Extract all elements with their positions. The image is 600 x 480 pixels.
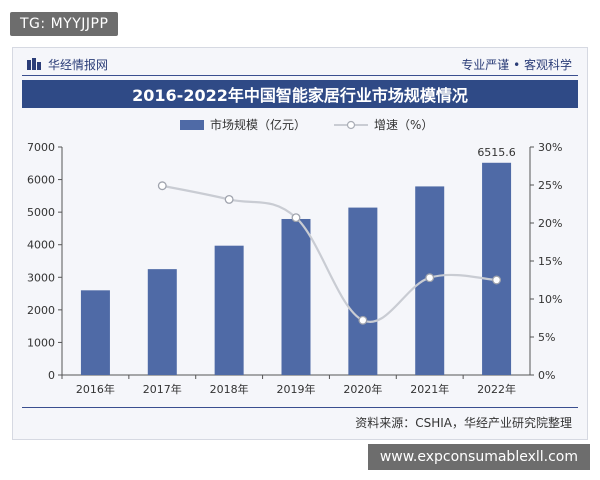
growth-point [224,194,234,204]
bar [147,269,177,375]
slogan: 专业严谨 • 客观科学 [461,58,572,72]
y-left-tick-label: 7000 [27,141,55,154]
source-note: 资料来源：CSHIA，华经产业研究院整理 [355,416,572,430]
y-left-tick-label: 2000 [27,304,55,317]
x-tick-label: 2018年 [210,382,249,396]
y-right-tick-label: 15% [538,255,562,268]
source-divider [22,407,578,408]
y-left-tick-label: 6000 [27,174,55,187]
legend-item-bar: 市场规模（亿元） [180,116,306,133]
y-left-tick-label: 5000 [27,206,55,219]
growth-line [162,184,497,323]
legend-bar-swatch-icon [180,119,204,130]
y-left-tick-label: 4000 [27,239,55,252]
y-left-tick-label: 3000 [27,271,55,284]
y-left-tick-label: 0 [48,369,55,382]
bar [80,290,110,375]
top-watermark-tag: TG: MYYJJPP [10,12,119,36]
y-right-tick-label: 10% [538,293,562,306]
brand-name: 华经情报网 [48,58,109,72]
x-tick-label: 2020年 [343,382,382,396]
x-tick-label: 2022年 [477,382,516,396]
y-right-tick-label: 5% [538,331,555,344]
legend-item-line: 增速（%） [334,116,433,133]
growth-point [425,273,435,283]
growth-point [157,181,167,191]
growth-point [492,275,502,285]
bar [348,207,378,375]
y-right-tick-label: 25% [538,179,562,192]
x-tick-label: 2021年 [410,382,449,396]
bar [214,245,244,375]
growth-point [291,213,301,223]
legend-label-bar: 市场规模（亿元） [210,118,307,132]
bar [482,162,512,375]
x-tick-label: 2016年 [76,382,115,396]
x-tick-label: 2019年 [277,382,316,396]
bottom-watermark-tag: www.expconsumablexll.com [367,444,590,470]
chart-legend: 市场规模（亿元） 增速（%） [180,116,433,133]
y-left-tick-label: 1000 [27,336,55,349]
bar-data-label: 6515.6 [477,146,516,159]
chart-title: 2016-2022年中国智能家居行业市场规模情况 [22,80,578,108]
bar [281,218,311,375]
header-divider [22,75,578,76]
legend-line-swatch-icon [334,120,369,129]
legend-label-line: 增速（%） [374,118,434,132]
y-right-tick-label: 30% [538,141,562,154]
brand-logo-icon [26,57,42,72]
y-right-tick-label: 20% [538,217,562,230]
growth-point [358,315,368,325]
brand-header: 华经情报网 [26,56,108,73]
x-tick-label: 2017年 [143,382,182,396]
y-right-tick-label: 0% [538,369,555,382]
